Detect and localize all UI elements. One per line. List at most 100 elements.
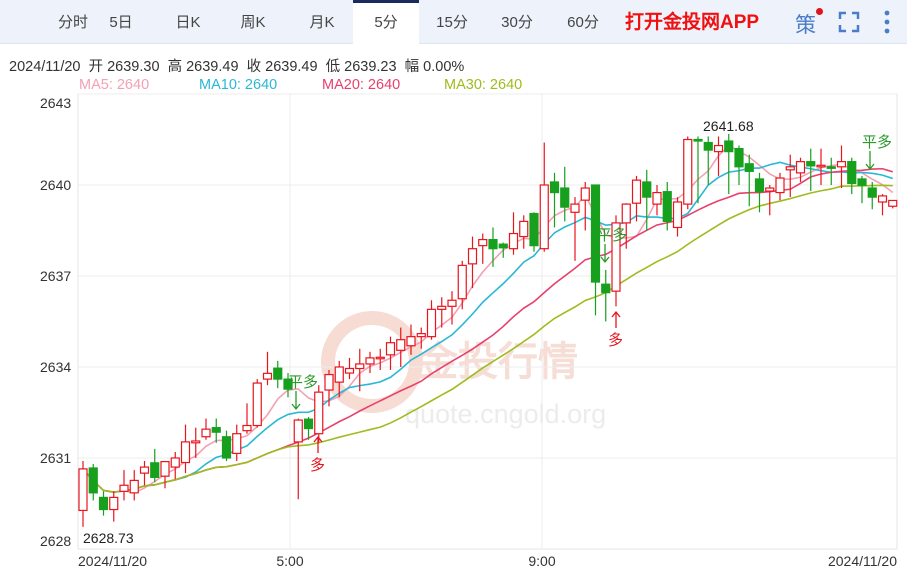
candle-body [488, 238, 498, 250]
candle [754, 172, 765, 213]
candle [836, 145, 847, 189]
candle [867, 181, 877, 210]
candle [139, 461, 150, 486]
x-tick-label: 5:00 [276, 553, 303, 569]
signal-label: 平多 [597, 227, 627, 244]
candle [713, 136, 724, 176]
tab-1[interactable]: 5日 [109, 14, 133, 31]
strategy-icon[interactable]: 策 [795, 14, 816, 37]
tab-7[interactable]: 30分 [501, 14, 533, 31]
candle [888, 199, 898, 209]
candle [734, 145, 744, 185]
candle [580, 181, 590, 231]
candle-body [293, 419, 303, 443]
candle [170, 451, 180, 480]
signal-label: 多 [608, 332, 623, 349]
candle [488, 227, 498, 267]
candle-body [98, 496, 109, 511]
arrow-down-icon [291, 391, 301, 411]
candle [662, 181, 672, 231]
candle-body [437, 305, 447, 310]
candle-body [519, 220, 529, 238]
candle-body [539, 184, 549, 250]
candle-body [713, 144, 724, 153]
candle-body [754, 178, 765, 193]
candle [334, 360, 344, 398]
candle [508, 212, 519, 255]
candle-body [406, 336, 416, 347]
candle-body [150, 462, 160, 478]
candle-body [826, 166, 836, 169]
open-label: 开 [88, 59, 104, 75]
fullscreen-icon[interactable] [838, 11, 860, 33]
candle [242, 403, 252, 434]
candle [119, 470, 129, 501]
candle-body [652, 191, 662, 205]
candle [652, 185, 662, 216]
candle [744, 154, 754, 207]
more-vertical-icon[interactable] [884, 10, 890, 34]
watermark: 金投行情 quote.cngold.org [321, 311, 606, 429]
period-tab-bar: 分时 5日 日K 周K 月K 5分 15分 30分 60分 [0, 0, 907, 45]
tab-0[interactable]: 分时 [57, 14, 88, 31]
candle [601, 269, 611, 322]
candle [180, 424, 191, 474]
candle-body [877, 195, 888, 203]
x-tick-label: 2024/11/20 [78, 553, 147, 569]
candle-body [662, 191, 672, 222]
arrow-down-icon [600, 244, 610, 264]
min-price-label: 2628.73 [83, 530, 134, 546]
candle-body [375, 356, 385, 360]
tab-3[interactable]: 周K [240, 14, 266, 31]
candle-body [765, 187, 775, 192]
candle [314, 385, 324, 443]
candle-body [211, 427, 221, 433]
candle [724, 134, 734, 195]
y-tick-label: 2643 [40, 95, 71, 111]
close-label: 收 [246, 59, 262, 75]
candle-body [273, 367, 283, 380]
tab-4[interactable]: 月K [309, 14, 335, 31]
ma30-line [82, 184, 893, 493]
candle [303, 417, 314, 440]
low-value: 2639.23 [344, 59, 397, 75]
candle [529, 212, 539, 252]
candle-body [232, 433, 242, 455]
candle [806, 148, 816, 192]
ma5-legend: MA5: 2640 [79, 77, 150, 93]
signal-label: 多 [310, 457, 325, 474]
candle-body [334, 366, 344, 383]
tab-6[interactable]: 15分 [436, 14, 468, 31]
candle-body [109, 496, 119, 511]
change-label: 幅 [404, 59, 420, 75]
candle-body [170, 457, 180, 468]
candle-body [847, 161, 857, 185]
candle [498, 242, 508, 258]
candle-body [129, 479, 139, 494]
candle-body [693, 138, 703, 142]
candle-body [447, 299, 457, 307]
candle-body [385, 342, 396, 356]
candle [221, 430, 232, 462]
candle [201, 418, 211, 440]
tab-5[interactable]: 5分 [353, 0, 419, 45]
signal-label: 平多 [862, 134, 892, 151]
candle-body [703, 141, 713, 151]
open-app-link[interactable]: 打开金投网APP [625, 12, 760, 33]
candle [560, 166, 570, 222]
candle [765, 185, 775, 216]
candle-body [242, 424, 252, 432]
candle [324, 370, 334, 407]
y-tick-label: 2631 [40, 450, 71, 466]
y-tick-label: 2634 [40, 359, 71, 375]
candle-body [467, 248, 478, 265]
candle [539, 142, 549, 252]
candle-body [888, 199, 898, 207]
tab-8[interactable]: 60分 [567, 14, 599, 31]
tab-2[interactable]: 日K [175, 14, 201, 31]
candle [457, 260, 467, 310]
candle [775, 172, 785, 201]
candle-body [724, 140, 734, 153]
candle [611, 215, 621, 307]
candle [150, 448, 160, 483]
